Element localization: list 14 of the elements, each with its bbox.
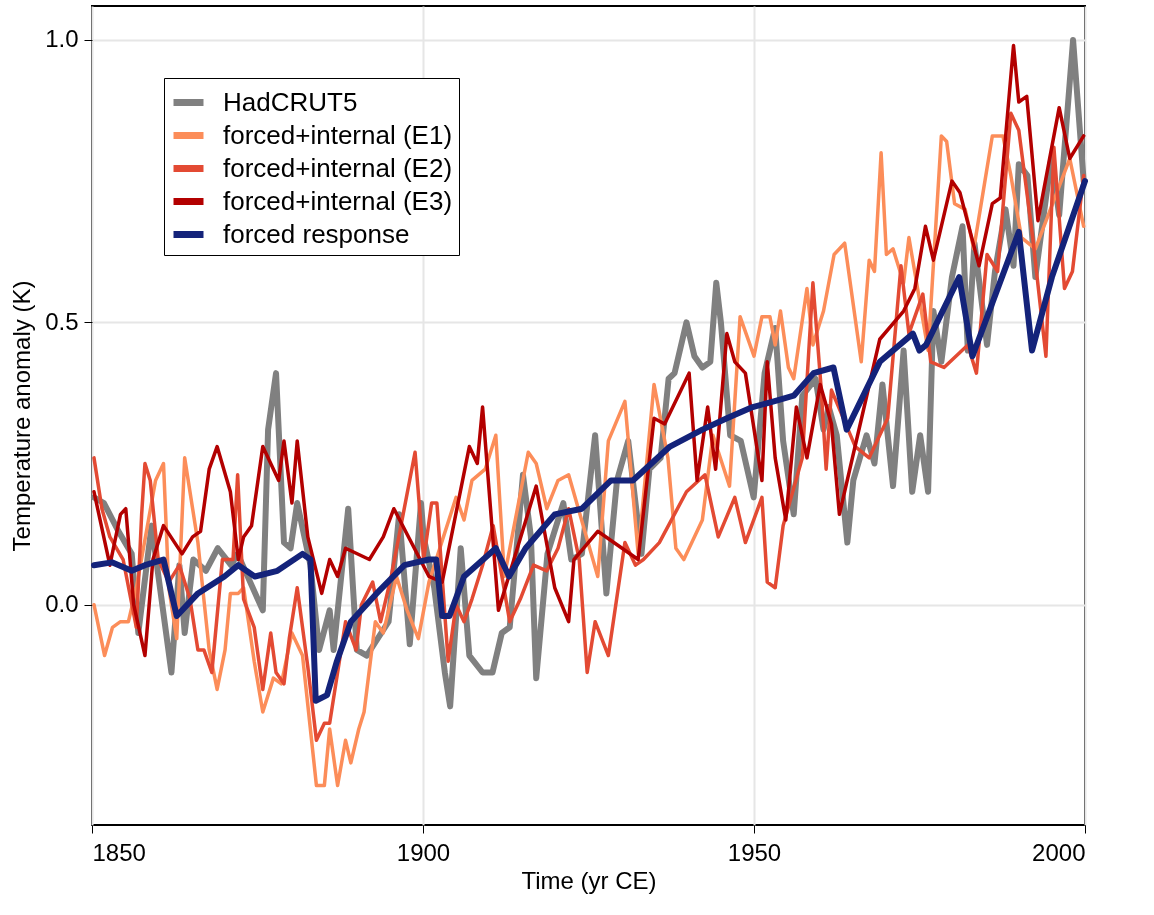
legend-label: forced+internal (E1) xyxy=(223,119,453,150)
y-axis-title: Temperature anomaly (K) xyxy=(8,280,36,552)
x-axis-title: Time (yr CE) xyxy=(521,866,657,894)
y-tick-label: 0.0 xyxy=(45,590,79,618)
legend-label: HadCRUT5 xyxy=(223,86,358,117)
legend-label: forced+internal (E2) xyxy=(223,152,453,183)
x-tick-label: 1850 xyxy=(92,838,146,866)
x-tick-label: 1950 xyxy=(727,838,782,866)
legend-label: forced+internal (E3) xyxy=(223,185,453,216)
y-tick-label: 0.5 xyxy=(45,307,79,335)
x-tick-label: 2000 xyxy=(1032,838,1086,866)
y-tick-label: 1.0 xyxy=(45,25,79,53)
legend-label: forced response xyxy=(223,218,410,249)
x-tick-label: 1900 xyxy=(396,838,451,866)
